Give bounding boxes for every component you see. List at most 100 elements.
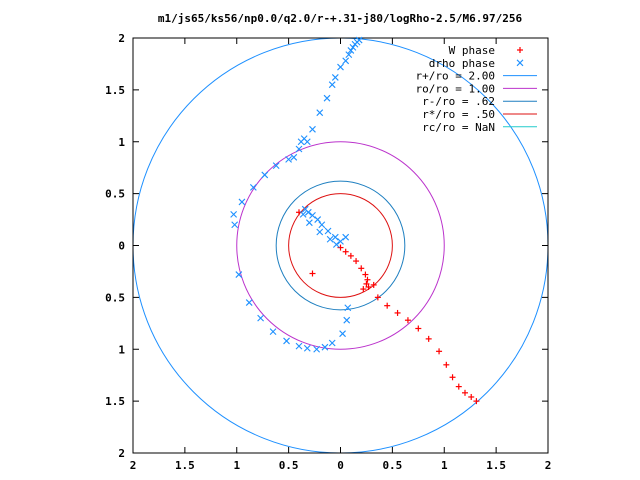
x-tick-label: 0.5: [279, 459, 299, 472]
y-tick-label: 1: [118, 136, 125, 149]
drho-phase-point: [328, 339, 336, 347]
drho-phase-point: [299, 210, 307, 218]
drho-phase-point: [301, 205, 309, 213]
y-tick-label: 1.5: [105, 84, 125, 97]
drho-phase-point: [313, 345, 321, 353]
drho-phase-point: [305, 219, 313, 227]
w-phase-point: [358, 265, 365, 272]
y-tick-label: 0: [118, 240, 125, 253]
drho-phase-point: [303, 344, 311, 352]
drho-phase-point: [347, 47, 355, 54]
w-phase-point: [374, 294, 381, 301]
w-phase-point: [363, 280, 370, 287]
drho-phase-point: [285, 155, 293, 163]
drho-phase-point: [337, 63, 344, 71]
drho-phase-point: [324, 227, 332, 235]
circle-2: [275, 180, 406, 311]
w-phase-point: [415, 325, 422, 332]
drho-phase-point: [269, 328, 277, 336]
x-tick-label: 1.5: [175, 459, 195, 472]
legend-marker-x: [516, 59, 524, 67]
drho-phase-point: [355, 36, 363, 44]
x-tick-label: 1: [441, 459, 448, 472]
legend-label: drho phase: [429, 57, 495, 70]
drho-phase-point: [331, 74, 339, 81]
w-phase-point: [365, 284, 372, 290]
drho-phase-point: [342, 57, 350, 65]
drho-phase-point: [318, 221, 326, 229]
circle-3: [288, 193, 393, 298]
w-phase-point: [362, 271, 369, 278]
w-phase-point: [462, 389, 468, 396]
drho-phase-point: [326, 235, 334, 243]
y-tick-label: 0.5: [105, 291, 125, 304]
drho-phase-point: [309, 212, 316, 219]
drho-phase-point: [339, 330, 346, 338]
legend-label: r-/ro = .62: [422, 95, 495, 108]
w-phase-point: [347, 252, 354, 259]
y-tick-label: 1: [118, 343, 125, 356]
drho-phase-point: [295, 342, 303, 350]
drho-phase-point: [283, 337, 290, 345]
circle-1: [236, 141, 445, 350]
w-phase-point: [360, 286, 367, 293]
w-phase-point: [449, 374, 456, 381]
legend-marker-plus: [517, 47, 523, 53]
w-phase-point: [394, 309, 401, 316]
chart-title: m1/js65/ks56/np0.0/q2.0/r-+.31-j80/logRh…: [158, 12, 523, 25]
drho-phase-point: [343, 316, 351, 324]
drho-phase-point: [309, 125, 316, 133]
x-tick-label: 0: [337, 459, 344, 472]
x-tick-label: 2: [130, 459, 137, 472]
drho-phase-point: [328, 81, 336, 89]
w-phase-point: [443, 361, 450, 368]
w-phase-point: [337, 244, 344, 251]
w-phase-point: [364, 276, 371, 283]
w-phase-point: [436, 348, 443, 355]
drho-phase-point: [295, 145, 303, 153]
legend-label: r+/ro = 2.00: [416, 70, 495, 83]
drho-phase-point: [245, 299, 253, 306]
drho-phase-point: [272, 162, 280, 170]
w-phase-point: [473, 398, 480, 405]
drho-phase-point: [342, 233, 350, 241]
x-tick-label: 1: [233, 459, 240, 472]
y-tick-label: 0.5: [105, 188, 125, 201]
legend-label: r*/ro = .50: [422, 108, 495, 121]
drho-phase-point: [345, 51, 353, 58]
legend-label: ro/ro = 1.00: [416, 82, 495, 95]
points-layer: [230, 36, 524, 405]
x-tick-label: 2: [545, 459, 552, 472]
w-phase-point: [455, 383, 462, 390]
y-tick-label: 2: [118, 447, 125, 460]
w-phase-point: [404, 317, 411, 324]
drho-phase-point: [249, 184, 257, 191]
w-phase-point: [309, 270, 316, 277]
drho-phase-point: [261, 171, 269, 179]
drho-phase-point: [231, 221, 239, 229]
drho-phase-point: [331, 233, 339, 241]
drho-phase-point: [230, 210, 238, 218]
y-tick-label: 1.5: [105, 395, 125, 408]
drho-phase-point: [300, 135, 308, 143]
x-tick-label: 0.5: [382, 459, 402, 472]
drho-phase-point: [344, 304, 352, 312]
w-phase-point: [384, 302, 391, 309]
drho-phase-point: [238, 198, 246, 206]
w-phase-point: [342, 248, 349, 255]
drho-phase-point: [349, 43, 357, 51]
drho-phase-point: [314, 216, 322, 223]
w-phase-point: [370, 281, 377, 288]
drho-phase-point: [290, 153, 298, 161]
drho-phase-point: [332, 241, 340, 248]
ticks-layer: 2 1.5 1 0.5 0 0.5 1 1.5 221.510.500.511.52: [105, 32, 551, 472]
drho-phase-point: [337, 237, 344, 245]
drho-phase-point: [257, 314, 265, 322]
legend-label: rc/ro = NaN: [422, 121, 495, 134]
x-tick-label: 1.5: [486, 459, 506, 472]
drho-phase-point: [323, 94, 331, 102]
w-phase-point: [468, 393, 475, 400]
